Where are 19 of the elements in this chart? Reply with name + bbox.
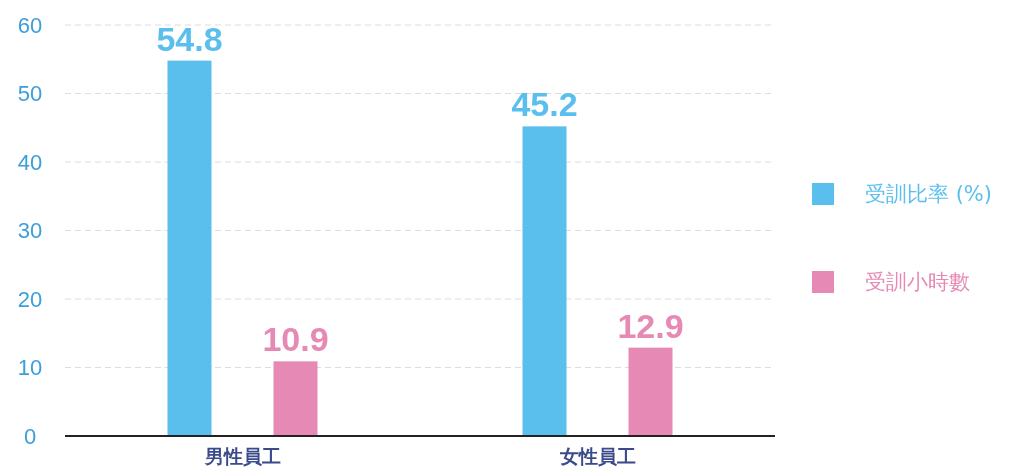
x-tick-label: 男性員工 [203, 445, 281, 467]
y-tick-label: 20 [17, 286, 43, 312]
x-tick-label: 女性員工 [558, 445, 636, 467]
data-label: 45.2 [511, 85, 578, 124]
data-label: 54.8 [156, 19, 223, 58]
bar [167, 60, 212, 436]
y-tick-label: 0 [23, 423, 37, 449]
y-tick-label: 60 [17, 12, 43, 38]
legend-label: 受訓小時數 [865, 270, 970, 295]
y-tick-label: 50 [17, 81, 43, 107]
bar [522, 126, 567, 436]
bar [628, 347, 673, 436]
bar [273, 361, 318, 436]
data-label: 12.9 [617, 306, 684, 345]
y-tick-label: 40 [17, 149, 43, 175]
data-label: 10.9 [262, 320, 329, 359]
y-tick-label: 10 [17, 355, 43, 381]
legend-label: 受訓比率 (%) [865, 182, 993, 207]
y-tick-label: 30 [17, 218, 43, 244]
